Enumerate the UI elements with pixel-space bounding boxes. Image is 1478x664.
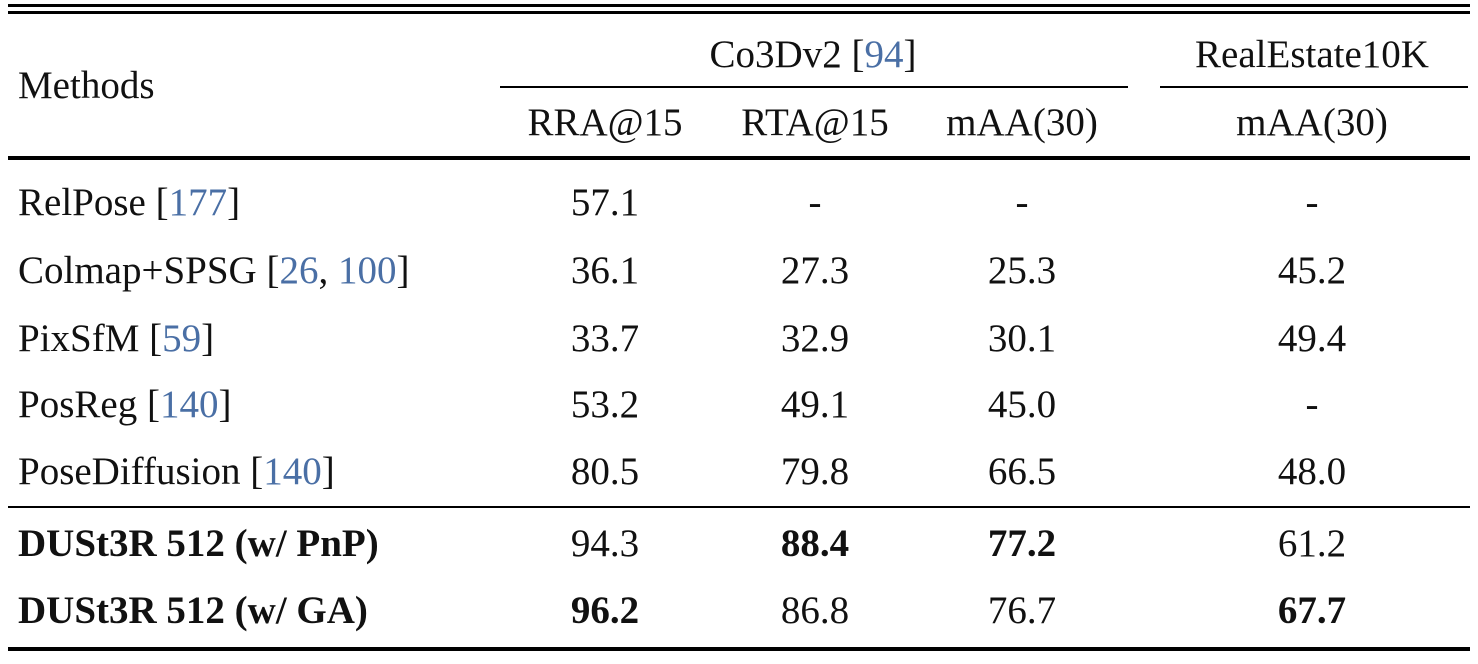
value-cell: 49.4 — [1277, 317, 1347, 360]
value-cell: 80.5 — [570, 450, 640, 493]
method-name-cell: PoseDiffusion [140] — [18, 450, 335, 493]
value-cell: 77.2 — [987, 522, 1057, 565]
value-cell: 53.2 — [570, 383, 640, 426]
realestate-group-rule — [1160, 86, 1468, 88]
citation-link: 26 — [279, 249, 319, 292]
realestate-group-header: RealEstate10K — [1195, 33, 1429, 76]
value-cell: - — [808, 181, 822, 224]
value-cell: - — [1305, 181, 1319, 224]
value-cell: 45.2 — [1277, 249, 1347, 292]
co3d-group-header: Co3Dv2 [94] — [709, 33, 917, 76]
value-cell: 88.4 — [780, 522, 850, 565]
citation-link: 140 — [159, 383, 219, 426]
value-cell: 27.3 — [780, 249, 850, 292]
value-cell: 96.2 — [570, 589, 640, 632]
header-rule — [8, 156, 1470, 160]
citation-link: 177 — [168, 181, 228, 224]
value-cell: 57.1 — [570, 181, 640, 224]
method-name-cell: DUSt3R 512 (w/ PnP) — [18, 524, 379, 563]
method-name: DUSt3R 512 (w/ GA) — [18, 589, 368, 632]
value-cell: 66.5 — [987, 450, 1057, 493]
value-cell: 67.7 — [1277, 589, 1347, 632]
bottom-rule — [8, 647, 1470, 651]
top-rule-2 — [8, 11, 1470, 14]
col-header-rra: RRA@15 — [527, 101, 683, 144]
col-header-maa-co3d: mAA(30) — [946, 101, 1098, 144]
co3d-cite: 94 — [864, 33, 904, 76]
method-name: PosReg — [18, 383, 138, 426]
co3d-name: Co3Dv2 — [709, 33, 842, 76]
method-name-cell: DUSt3R 512 (w/ GA) — [18, 591, 368, 630]
value-cell: 32.9 — [780, 317, 850, 360]
value-cell: 48.0 — [1277, 450, 1347, 493]
value-cell: 30.1 — [987, 317, 1057, 360]
method-name: RelPose — [18, 181, 146, 224]
value-cell: 79.8 — [780, 450, 850, 493]
value-cell: 49.1 — [780, 383, 850, 426]
method-name: DUSt3R 512 (w/ PnP) — [18, 522, 379, 565]
citation-link: 140 — [263, 450, 322, 493]
method-name-cell: PixSfM [59] — [18, 317, 215, 360]
methods-header: Methods — [18, 64, 155, 107]
method-name: PoseDiffusion — [18, 450, 241, 493]
value-cell: 45.0 — [987, 383, 1057, 426]
citation-link: 59 — [162, 317, 202, 360]
citation-link: 100 — [337, 249, 397, 292]
value-cell: - — [1305, 383, 1319, 426]
method-name-cell: RelPose [177] — [18, 181, 241, 224]
col-header-rta: RTA@15 — [741, 101, 889, 144]
method-name-cell: Colmap+SPSG [26, 100] — [18, 249, 410, 292]
value-cell: 94.3 — [570, 522, 640, 565]
method-name: Colmap+SPSG — [18, 249, 257, 292]
value-cell: - — [1015, 181, 1029, 224]
mid-rule — [8, 506, 1470, 508]
method-name-cell: PosReg [140] — [18, 383, 232, 426]
col-header-maa-re10k: mAA(30) — [1236, 101, 1388, 144]
value-cell: 61.2 — [1277, 522, 1347, 565]
value-cell: 86.8 — [780, 589, 850, 632]
value-cell: 36.1 — [570, 249, 640, 292]
method-name: PixSfM — [18, 317, 140, 360]
value-cell: 33.7 — [570, 317, 640, 360]
top-rule — [8, 4, 1470, 7]
value-cell: 76.7 — [987, 589, 1057, 632]
value-cell: 25.3 — [987, 249, 1057, 292]
co3d-group-rule — [500, 86, 1128, 88]
